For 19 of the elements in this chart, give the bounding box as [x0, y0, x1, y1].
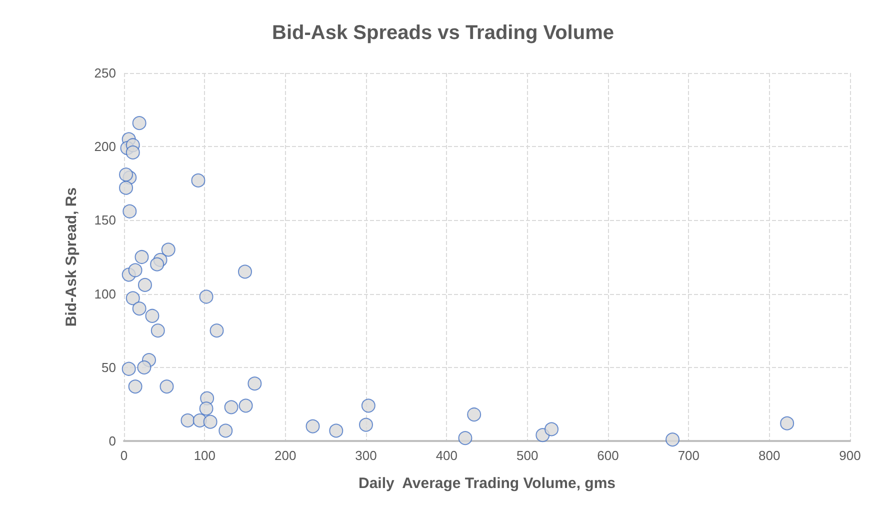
x-tick-label: 100 [194, 448, 216, 463]
x-tick-label: 400 [436, 448, 458, 463]
x-tick-label: 300 [355, 448, 377, 463]
x-axis-title: Daily Average Trading Volume, gms [358, 475, 616, 492]
x-tick-label: 0 [120, 448, 128, 463]
chart-title: Bid-Ask Spreads vs Trading Volume [272, 22, 614, 44]
y-tick-label: 100 [94, 286, 116, 302]
y-tick-label: 150 [94, 212, 116, 228]
y-tick-label: 50 [102, 360, 116, 375]
x-tick-label: 600 [597, 448, 619, 463]
y-tick-label: 250 [94, 66, 116, 80]
y-tick-label: 200 [94, 139, 116, 154]
x-tick-label: 200 [274, 448, 296, 463]
y-axis-title: Bid-Ask Spread, Rs [63, 187, 80, 327]
x-tick-label: 900 [839, 448, 861, 463]
x-tick-label: 500 [516, 448, 538, 463]
x-tick-label: 700 [678, 448, 700, 463]
x-tick-label: 800 [758, 448, 780, 463]
y-tick-label: 0 [108, 434, 116, 448]
